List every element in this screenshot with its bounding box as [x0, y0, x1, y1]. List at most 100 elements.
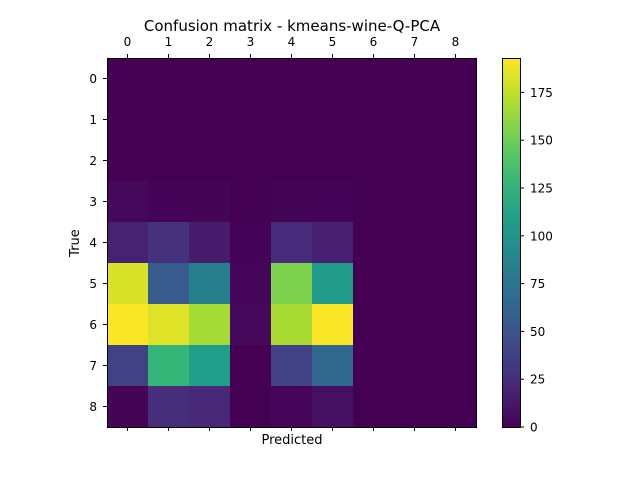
heatmap-cell [394, 263, 436, 305]
heatmap-cell [230, 386, 272, 428]
heatmap-cell [271, 222, 313, 264]
y-tick-label: 3 [89, 195, 97, 209]
heatmap-cell [189, 386, 231, 428]
heatmap-cell [271, 58, 313, 100]
y-tick-label: 0 [89, 72, 97, 86]
heatmap-cell [189, 181, 231, 223]
heatmap-cell [312, 181, 354, 223]
heatmap-cell [435, 345, 477, 387]
colorbar-tick-label: 100 [530, 229, 553, 243]
heatmap-cell [353, 304, 395, 346]
heatmap-cell [435, 58, 477, 100]
heatmap-cell [312, 140, 354, 182]
heatmap-cell [435, 140, 477, 182]
heatmap-cell [271, 140, 313, 182]
heatmap-cell [394, 345, 436, 387]
heatmap-cell [107, 99, 149, 141]
heatmap-cell [353, 99, 395, 141]
heatmap-cell [189, 99, 231, 141]
y-tick-label: 4 [89, 236, 97, 250]
heatmap-cell [230, 222, 272, 264]
y-tick-label: 5 [89, 277, 97, 291]
heatmap-cell [271, 304, 313, 346]
heatmap-cell [312, 386, 354, 428]
x-tick-label: 1 [165, 35, 173, 49]
heatmap-cell [230, 58, 272, 100]
heatmap-cell [107, 181, 149, 223]
x-tick-label: 7 [411, 35, 419, 49]
x-tick-label: 5 [329, 35, 337, 49]
heatmap-cell [312, 99, 354, 141]
heatmap-cell [230, 263, 272, 305]
heatmap-cell [271, 263, 313, 305]
x-tick-label: 0 [124, 35, 132, 49]
heatmap-cell [312, 263, 354, 305]
colorbar: 0 25 50 75 100 125 150 175 [502, 58, 553, 435]
heatmap-cell [230, 181, 272, 223]
heatmap-cell [230, 304, 272, 346]
heatmap-cell [189, 222, 231, 264]
heatmap-cell [148, 345, 190, 387]
heatmap-cell [148, 181, 190, 223]
heatmap-cell [189, 304, 231, 346]
heatmap-cell [107, 58, 149, 100]
heatmap-cell [271, 99, 313, 141]
heatmap-cell [230, 140, 272, 182]
heatmap-cell [312, 58, 354, 100]
heatmap-cell [353, 58, 395, 100]
colorbar-gradient [502, 58, 520, 427]
heatmap-cell [107, 140, 149, 182]
colorbar-tick-label: 150 [530, 134, 553, 148]
heatmap-cell [353, 386, 395, 428]
heatmap-cell [394, 58, 436, 100]
heatmap-cell [435, 263, 477, 305]
heatmap-cell [353, 181, 395, 223]
colorbar-tick-label: 75 [530, 277, 545, 291]
heatmap-cell [148, 222, 190, 264]
heatmap-cell [435, 304, 477, 346]
heatmap-cell [353, 140, 395, 182]
heatmap-cell [435, 181, 477, 223]
x-tick-label: 6 [370, 35, 378, 49]
heatmap-cell [312, 304, 354, 346]
x-tick-label: 4 [288, 35, 296, 49]
heatmap-cell [230, 99, 272, 141]
heatmap-cell [435, 386, 477, 428]
heatmap-cell [189, 140, 231, 182]
heatmap-cell [435, 222, 477, 264]
colorbar-tick-label: 125 [530, 182, 553, 196]
heatmap-cells [107, 58, 477, 428]
x-axis-label: Predicted [261, 433, 322, 448]
heatmap-cell [353, 345, 395, 387]
heatmap-cell [189, 58, 231, 100]
colorbar-frame [502, 58, 521, 428]
heatmap-cell [394, 386, 436, 428]
heatmap-cell [107, 304, 149, 346]
heatmap-cell [148, 99, 190, 141]
heatmap-cell [353, 222, 395, 264]
heatmap-cell [230, 345, 272, 387]
heatmap-cell [435, 99, 477, 141]
heatmap-cell [394, 99, 436, 141]
heatmap-cell [394, 140, 436, 182]
y-tick-label: 2 [89, 154, 97, 168]
x-tick-label: 2 [206, 35, 214, 49]
heatmap-cell [148, 304, 190, 346]
colorbar-tick-label: 175 [530, 86, 553, 100]
heatmap-cell [148, 263, 190, 305]
x-axis-ticks: 0 1 2 3 4 5 6 7 8 [124, 35, 460, 431]
heatmap-cell [189, 345, 231, 387]
chart-title: Confusion matrix - kmeans-wine-Q-PCA [144, 17, 441, 35]
x-tick-label: 8 [452, 35, 460, 49]
heatmap-cell [394, 181, 436, 223]
colorbar-tick-label: 25 [530, 373, 545, 387]
y-tick-label: 6 [89, 318, 97, 332]
colorbar-ticks: 0 25 50 75 100 125 150 175 [520, 86, 553, 435]
colorbar-tick-label: 0 [530, 421, 538, 435]
y-axis-label: True [68, 229, 83, 258]
heatmap-cell [271, 181, 313, 223]
heatmap-cell [353, 263, 395, 305]
heatmap-cell [312, 222, 354, 264]
heatmap-cell [148, 140, 190, 182]
heatmap-cell [271, 345, 313, 387]
